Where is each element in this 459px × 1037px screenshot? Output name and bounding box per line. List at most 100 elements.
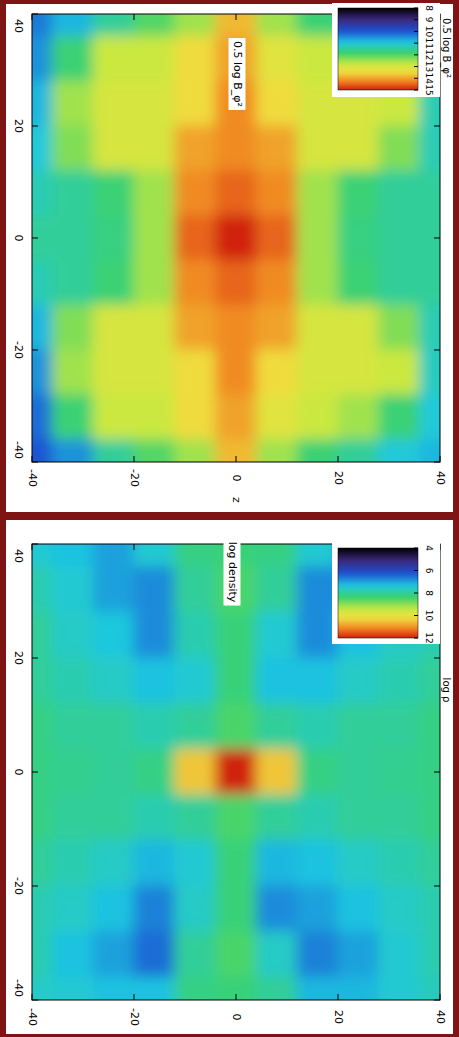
y-tick [32, 1000, 38, 1001]
colorbar-tick-label: 10 [424, 610, 434, 622]
x-tick-label: 40 [434, 1010, 447, 1024]
heat-cell [52, 886, 94, 933]
heat-cell [256, 977, 298, 1000]
x-tick-label: 20 [332, 1010, 345, 1024]
heat-cell [134, 840, 176, 887]
heat-cell [32, 886, 53, 933]
heat-cell [32, 612, 53, 659]
heat-cell [419, 170, 440, 216]
colorbar-tick [414, 54, 418, 55]
y-tick [32, 886, 38, 887]
figure: -40-2002040-40-2002040z0.5 log B_φ²89101… [0, 0, 459, 1037]
heat-cell [297, 215, 339, 261]
heat-cell [378, 886, 420, 933]
heat-cell [174, 36, 216, 82]
heat-cell [378, 977, 420, 1000]
heat-cell [134, 612, 176, 659]
heat-cell [378, 749, 420, 796]
heat-cell [256, 931, 298, 978]
heat-cell [174, 977, 216, 1000]
x-tick [236, 14, 237, 20]
heat-cell [419, 931, 440, 978]
x-axis-title: z [230, 497, 243, 503]
x-tick-label: 40 [434, 471, 447, 485]
heat-cell [338, 658, 380, 705]
heat-cell [134, 350, 176, 396]
heat-cell [378, 305, 420, 351]
y-tick [434, 462, 440, 463]
heat-cell [174, 215, 216, 261]
heat-cell [256, 14, 298, 37]
heat-cell [52, 36, 94, 82]
heat-cell [215, 260, 257, 306]
heat-cell [297, 931, 339, 978]
heat-cell [134, 36, 176, 82]
heat-cell [134, 260, 176, 306]
heat-cell [338, 977, 380, 1000]
heat-cell [338, 794, 380, 841]
y-tick [32, 772, 38, 773]
colorbar-tick [414, 19, 418, 20]
y-tick [32, 126, 38, 127]
y-tick [434, 772, 440, 773]
panel-title: 0.5 log B_φ² [231, 41, 244, 107]
heat-cell [215, 749, 257, 796]
heat-cell [134, 394, 176, 440]
y-tick [434, 1000, 440, 1001]
y-tick [434, 350, 440, 351]
heat-cell [419, 350, 440, 396]
colorbar-tick-label: 11 [424, 37, 434, 48]
x-tick-label: 0 [230, 475, 243, 482]
y-tick [32, 14, 38, 15]
heat-cell [338, 749, 380, 796]
heat-cell [378, 170, 420, 216]
heat-cell [378, 658, 420, 705]
heat-cell [338, 840, 380, 887]
heat-cell [419, 658, 440, 705]
heat-cell [297, 977, 339, 1000]
title-patch [224, 538, 241, 605]
heat-cell [93, 658, 135, 705]
heat-cell [93, 544, 135, 567]
heat-cell [338, 703, 380, 750]
heat-cell [256, 886, 298, 933]
heat-cell [134, 749, 176, 796]
heat-cell [52, 703, 94, 750]
heat-cell [93, 977, 135, 1000]
x-tick-label: 0 [230, 1014, 243, 1021]
heat-cell [256, 794, 298, 841]
heat-cell [256, 749, 298, 796]
heat-cell [297, 794, 339, 841]
heat-cell [297, 260, 339, 306]
x-tick [236, 994, 237, 1000]
heat-cell [134, 126, 176, 172]
heat-cell [93, 612, 135, 659]
colorbar-tick-label: 13 [424, 61, 434, 72]
y-tick-label: -40 [12, 979, 25, 997]
colorbar [338, 8, 418, 90]
heat-cell [419, 215, 440, 261]
heat-cell [52, 215, 94, 261]
heat-cell [134, 439, 176, 462]
heat-cell [338, 931, 380, 978]
x-tick [32, 994, 33, 1000]
heat-cell [174, 260, 216, 306]
heatmap [32, 14, 440, 462]
heat-cell [256, 658, 298, 705]
heat-cell [419, 305, 440, 351]
heat-cell [93, 14, 135, 37]
heat-cell [134, 886, 176, 933]
heat-cell [174, 394, 216, 440]
heat-cell [93, 931, 135, 978]
y-tick [32, 462, 38, 463]
heat-cell [174, 350, 216, 396]
heat-cell [215, 394, 257, 440]
x-tick-label: -40 [26, 469, 39, 487]
heat-cell [32, 170, 53, 216]
heat-cell [174, 840, 216, 887]
heat-cell [52, 260, 94, 306]
heat-cell [134, 977, 176, 1000]
heat-cell [215, 14, 257, 37]
y-tick-label: -20 [12, 877, 25, 895]
colorbar-tick [414, 31, 418, 32]
